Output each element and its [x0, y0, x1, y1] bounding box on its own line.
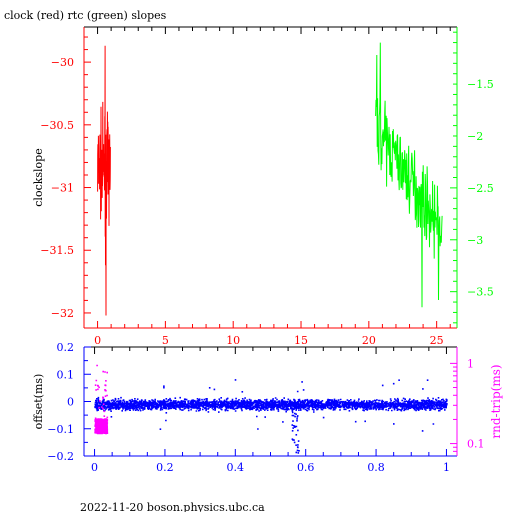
- top-left-y-tick-label: −32: [51, 307, 74, 320]
- top-right-y-tick-label: −3.5: [467, 286, 494, 299]
- bottom-left-y-tick-label: −0.2: [47, 450, 74, 463]
- top-x-tick-label: 20: [362, 334, 376, 347]
- clock-series-line: [97, 45, 111, 316]
- bottom-left-y-tick-label: −0.1: [47, 423, 74, 436]
- chart-title: clock (red) rtc (green) slopes: [4, 9, 167, 22]
- top-right-y-tick-label: −2.5: [467, 182, 494, 195]
- bottom-x-tick-label: 0.2: [156, 461, 174, 474]
- top-right-y-tick-label: −2: [467, 130, 483, 143]
- bottom-plot: 0 0.2 0.4 0.6 0.8 1 0.2 0.1 0 −0.1 −0.2 1 0.1 offset(…: [32, 341, 503, 474]
- bottom-left-y-tick-label: 0.2: [57, 341, 75, 354]
- offset-scatter-points: [94, 379, 448, 454]
- top-right-y-tick-label: −3: [467, 234, 483, 247]
- top-x-tick-label: 5: [162, 334, 169, 347]
- top-plot: 0 5 10 15 20 25 −30 −30.5 −31 −31.5 −32 −1.5 −2 −2.5 −…: [32, 26, 494, 347]
- bottom-x-tick-label: 0: [91, 461, 98, 474]
- bottom-x-tick-label: 0.8: [367, 461, 385, 474]
- top-x-tick-label: 0: [94, 334, 101, 347]
- bottom-x-tick-label: 0.4: [227, 461, 245, 474]
- top-right-y-tick-label: −1.5: [467, 78, 494, 91]
- bottom-right-y-tick-label: 1: [467, 357, 474, 370]
- bottom-y-label-right: rnd-trip(ms): [489, 364, 503, 438]
- bottom-right-y-tick-label: 0.1: [467, 438, 485, 451]
- top-x-tick-label: 10: [226, 334, 240, 347]
- bottom-x-tick-label: 1: [443, 461, 450, 474]
- roundtrip-scatter-points: [94, 364, 109, 435]
- top-x-tick-label: 25: [430, 334, 444, 347]
- bottom-left-y-tick-label: 0: [67, 396, 74, 409]
- bottom-y-label-left: offset(ms): [32, 374, 45, 430]
- top-y-label: clockslope: [32, 148, 45, 206]
- top-left-y-tick-label: −30.5: [40, 119, 74, 132]
- top-left-y-tick-label: −31.5: [40, 244, 74, 257]
- top-x-tick-label: 15: [294, 334, 308, 347]
- bottom-x-tick-label: 0.6: [297, 461, 315, 474]
- top-left-y-tick-label: −31: [51, 182, 74, 195]
- top-left-y-tick-label: −30: [51, 56, 74, 69]
- bottom-left-y-tick-label: 0.1: [57, 368, 75, 381]
- rtc-series-line: [375, 42, 443, 308]
- footer-label: 2022-11-20 boson.physics.ubc.ca: [80, 501, 265, 512]
